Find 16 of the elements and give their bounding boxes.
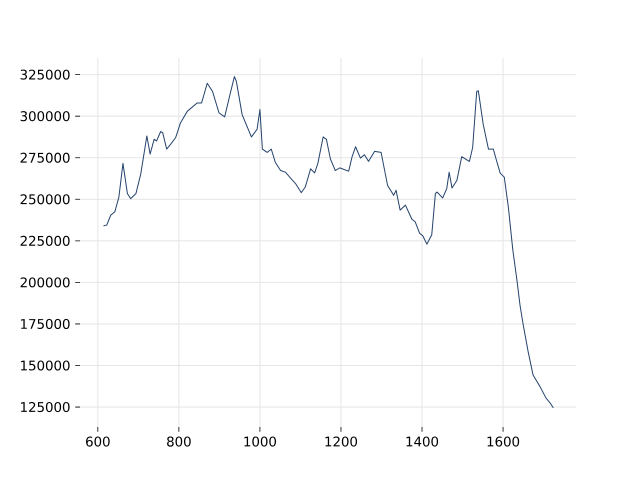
y-tick-label: 275000: [20, 152, 70, 163]
y-tick-label: 150000: [21, 360, 70, 371]
x-tick-label: 1000: [244, 436, 276, 447]
y-tick-label: 200000: [20, 277, 70, 288]
x-tick-label: 1200: [325, 436, 358, 447]
y-tick-label: 175000: [21, 318, 70, 329]
y-tick-label: 225000: [20, 236, 70, 246]
y-tick-label: 325000: [20, 70, 70, 80]
x-tick-label: 800: [167, 436, 191, 447]
y-tick-label: 125000: [21, 402, 70, 412]
y-tick-label: 250000: [20, 194, 70, 204]
line-series: [103, 76, 554, 408]
y-tick-label: 300000: [20, 111, 70, 122]
x-tick-label: 1600: [488, 436, 520, 447]
x-tick-label: 600: [86, 436, 110, 447]
x-tick-label: 1400: [406, 436, 438, 447]
